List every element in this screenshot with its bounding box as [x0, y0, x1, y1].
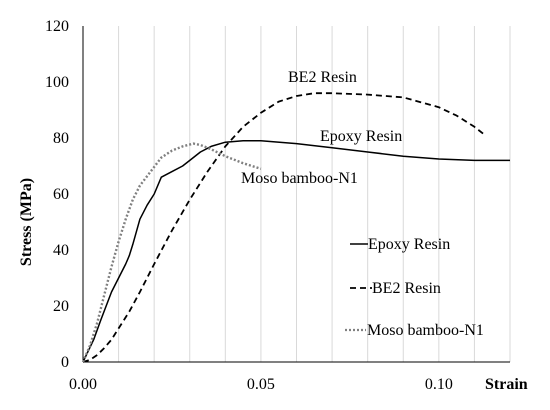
series-line-moso-bamboo-n1 [81, 142, 262, 363]
legend-label-be2-resin: BE2 Resin [372, 280, 441, 297]
series-line-epoxy-resin [82, 140, 510, 363]
legend-item-be2-resin: BE2 Resin [350, 280, 441, 297]
x-tick-label: 0.10 [425, 376, 453, 393]
series [81, 92, 510, 363]
y-tick-label: 80 [53, 130, 69, 147]
legend-item-moso-bamboo-n1: Moso bamboo-N1 [345, 322, 484, 339]
annotation-moso-bamboo-n1: Moso bamboo-N1 [241, 170, 358, 187]
legend-item-epoxy-resin: Epoxy Resin [350, 236, 450, 253]
x-tick-label: 0.05 [247, 376, 275, 393]
legend: Epoxy Resin BE2 Resin Moso bamboo-N1 [345, 236, 484, 339]
y-axis-title: Stress (MPa) [18, 178, 35, 266]
legend-label-epoxy-resin: Epoxy Resin [368, 236, 450, 253]
y-tick-label: 20 [53, 298, 69, 315]
x-tick-labels: 0.00 0.05 0.10 [69, 376, 453, 393]
annotation-be2-resin: BE2 Resin [288, 69, 357, 86]
annotation-epoxy-resin: Epoxy Resin [320, 128, 402, 145]
y-tick-labels: 0 20 40 60 80 100 120 [45, 18, 69, 371]
y-tick-label: 100 [45, 74, 69, 91]
x-axis-title: Strain [485, 376, 528, 393]
x-tick-label: 0.00 [69, 376, 97, 393]
axes [82, 26, 510, 363]
y-tick-label: 60 [53, 186, 69, 203]
y-tick-label: 120 [45, 18, 69, 35]
series-line-be2-resin [82, 92, 486, 363]
y-tick-label: 40 [53, 242, 69, 259]
legend-label-moso-bamboo-n1: Moso bamboo-N1 [367, 322, 484, 339]
y-tick-label: 0 [61, 354, 69, 371]
grid [118, 26, 511, 362]
